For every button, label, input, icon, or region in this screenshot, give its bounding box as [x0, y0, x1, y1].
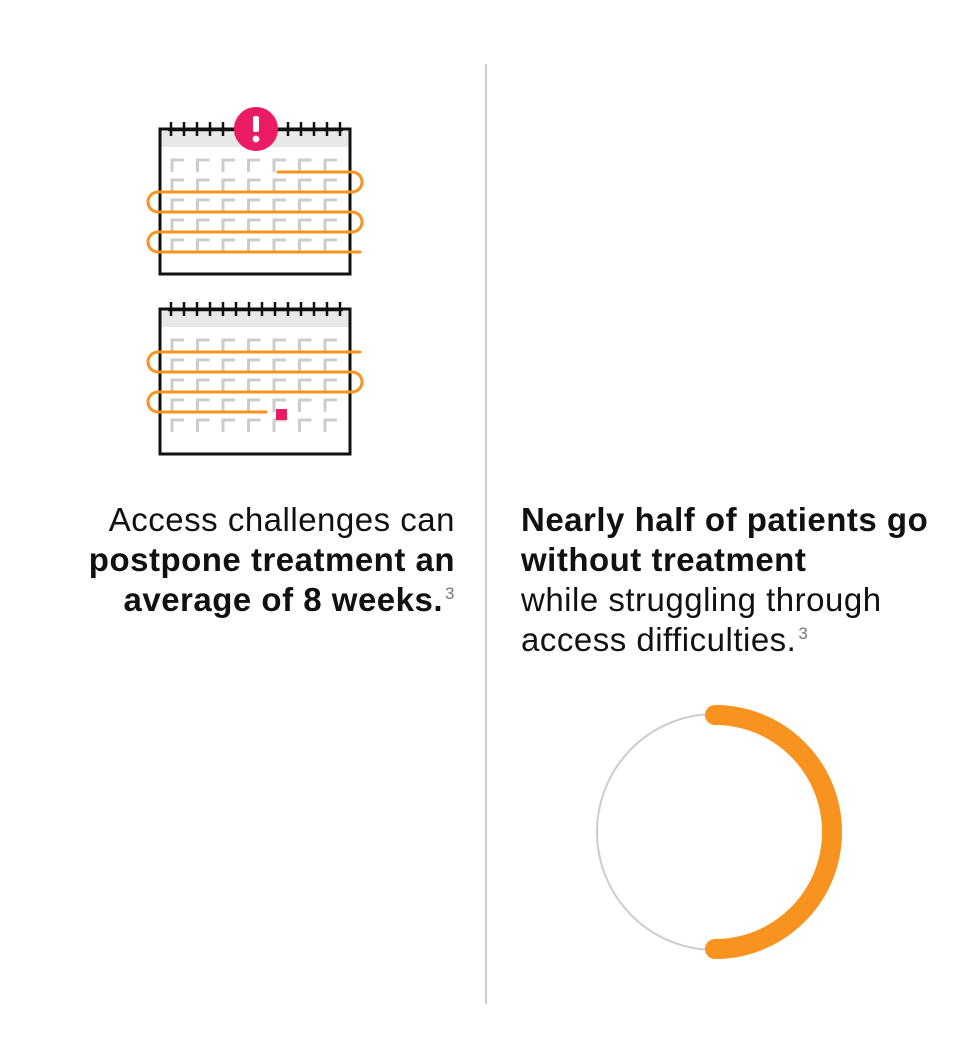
left-caption-bold: postpone treatment an average of 8 weeks…: [88, 541, 455, 618]
donut-fill-arc: [705, 705, 842, 959]
column-divider: [485, 64, 487, 1004]
right-caption-bold: Nearly half of patients go without treat…: [521, 501, 929, 578]
calendar-alert-icon: [146, 107, 364, 276]
calendar-marked-icon: [146, 302, 364, 456]
calendar-illustration: [146, 107, 364, 456]
half-donut-chart: [596, 705, 842, 959]
right-caption-plain: while struggling through access difficul…: [521, 581, 882, 658]
right-caption: Nearly half of patients go without treat…: [521, 500, 966, 660]
right-reference: 3: [798, 624, 809, 643]
left-reference: 3: [445, 584, 455, 603]
left-caption-plain: Access challenges can: [108, 501, 455, 538]
left-caption: Access challenges can postpone treatment…: [20, 500, 455, 620]
